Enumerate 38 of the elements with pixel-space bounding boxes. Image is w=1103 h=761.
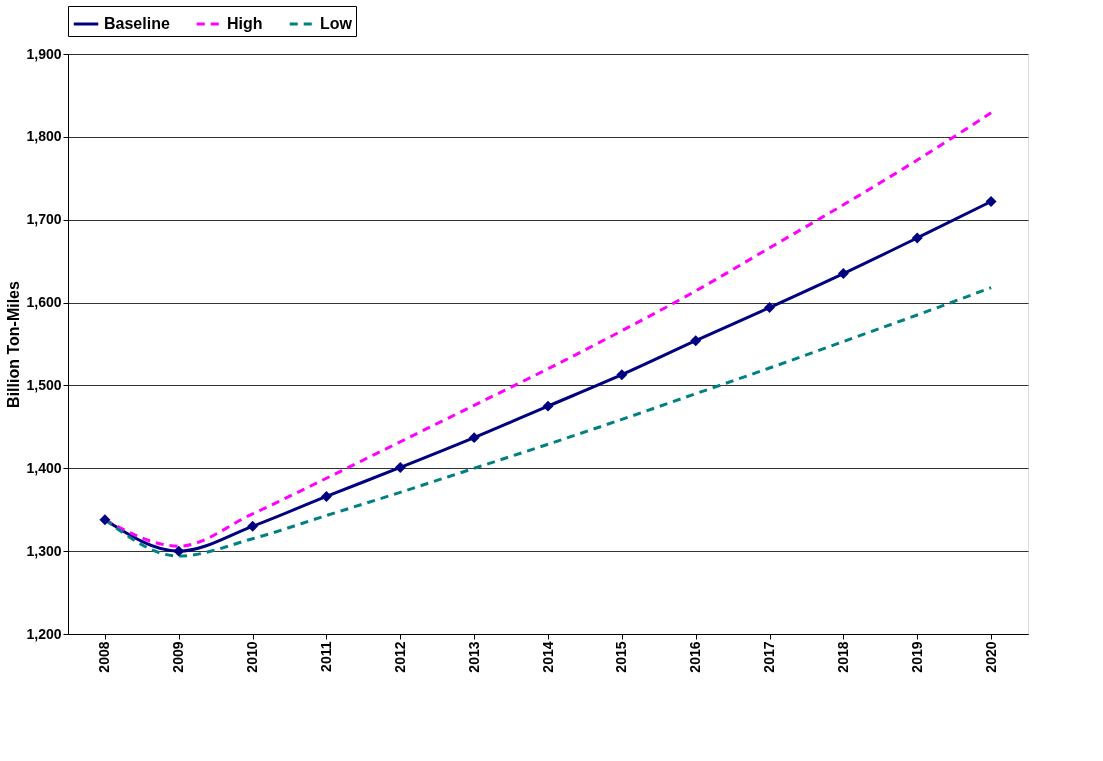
x-tick-label: 2008 [96,641,113,673]
x-tick-label: 2014 [539,641,556,673]
point [616,369,628,381]
y-tick-label: 1,200 [26,625,62,642]
point [690,335,702,347]
point [468,432,480,444]
point [764,302,776,314]
x-tick-label: 2009 [170,641,187,673]
y-axis-title: Billion Ton-Miles [5,281,23,408]
y-tick-label: 1,700 [26,211,62,228]
legend-label: High [227,15,263,32]
x-tick-label: 2016 [687,641,704,673]
y-tick-label: 1,500 [26,376,62,393]
point [542,400,554,412]
x-tick-label: 2019 [908,641,925,673]
y-tick-label: 1,600 [26,294,62,311]
y-tick-label: 1,400 [26,459,62,476]
y-tick-label: 1,800 [26,128,62,145]
point [173,545,185,557]
x-tick-label: 2011 [317,641,334,672]
x-tick-label: 2010 [244,641,261,673]
legend-label: Low [320,15,353,32]
x-tick-label: 2015 [613,641,630,673]
point [911,232,923,244]
point [837,268,849,280]
point [247,520,259,532]
point [394,461,406,473]
x-tick-label: 2017 [761,641,778,673]
x-tick-label: 2013 [465,641,482,673]
legend-label: Baseline [104,15,170,32]
x-tick-label: 2012 [391,641,408,673]
point [99,514,111,526]
x-tick-label: 2020 [982,641,999,673]
point [320,490,332,502]
y-tick-label: 1,300 [26,542,62,559]
x-tick-label: 2018 [834,641,851,673]
y-tick-label: 1,900 [26,45,62,62]
point [985,196,997,207]
